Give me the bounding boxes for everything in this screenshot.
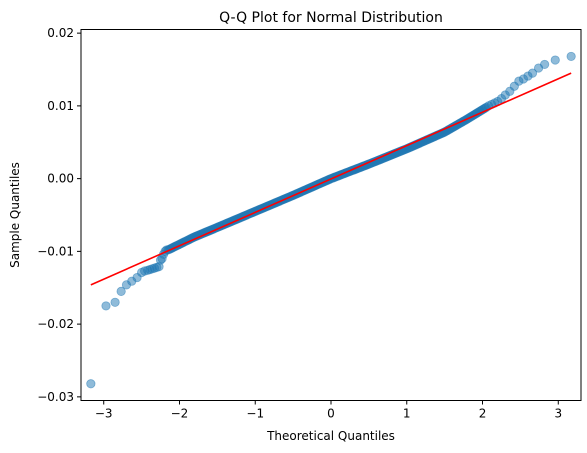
x-tick-label: 3 (554, 407, 562, 421)
plot-frame (81, 30, 581, 401)
y-axis-label: Sample Quantiles (8, 162, 22, 268)
x-tick-label: 0 (327, 407, 335, 421)
scatter-point-tail (111, 298, 119, 306)
y-tick-label: −0.01 (37, 244, 74, 258)
x-tick-label: 1 (403, 407, 411, 421)
x-tick-label: −3 (95, 407, 113, 421)
reference-line-group (91, 73, 571, 285)
y-tick-label: 0.02 (47, 26, 74, 40)
y-tick-label: −0.02 (37, 317, 74, 331)
x-tick-label: 2 (479, 407, 487, 421)
scatter-point-tail (540, 60, 548, 68)
y-tick-label: −0.03 (37, 390, 74, 404)
x-tick-label: −2 (171, 407, 189, 421)
x-axis: −3 −2 −1 0 1 2 3 (95, 401, 562, 421)
scatter-point-tail (567, 52, 575, 60)
scatter-point-tail (551, 56, 559, 64)
x-tick-label: −1 (246, 407, 264, 421)
scatter-points (87, 52, 576, 388)
chart-title: Q-Q Plot for Normal Distribution (219, 10, 443, 26)
x-axis-label: Theoretical Quantiles (266, 429, 395, 443)
y-tick-label: 0.01 (47, 99, 74, 113)
scatter-point-tail (87, 380, 95, 388)
reference-line (91, 73, 571, 285)
y-tick-label: 0.00 (47, 172, 74, 186)
scatter-point-tail (102, 302, 110, 310)
y-axis: −0.03 −0.02 −0.01 0.00 0.01 0.02 (37, 26, 81, 404)
